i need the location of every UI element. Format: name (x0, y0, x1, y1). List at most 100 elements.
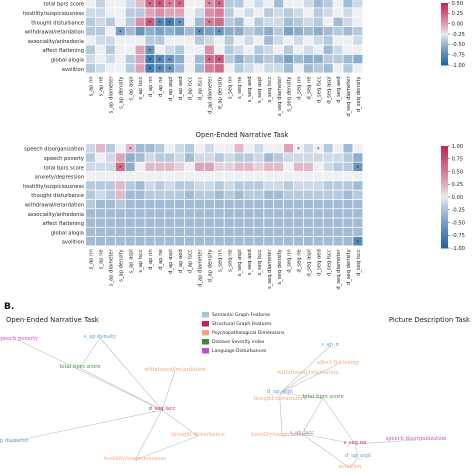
heatmap-cell (254, 8, 264, 17)
heatmap-cell (145, 218, 155, 227)
heatmap-cell (95, 190, 105, 199)
heatmap-cell (175, 209, 185, 218)
colorbar-segment (441, 195, 448, 198)
heatmap-cell (125, 218, 135, 227)
heatmap-cell (194, 26, 204, 36)
network-edge (279, 392, 324, 399)
colorbar-segment (441, 32, 448, 35)
network-edge (349, 456, 359, 469)
heatmap-cell (185, 181, 195, 190)
heatmap-cell (264, 36, 274, 45)
colorbar-tick-label: 0.00 (452, 21, 464, 27)
heatmap-cell (274, 8, 284, 17)
heatmap-cell (284, 190, 294, 199)
heatmap-cell (105, 218, 115, 227)
colorbar-segment (441, 49, 448, 52)
network-node-label: avolition (339, 464, 362, 470)
heatmap-cell (333, 218, 343, 227)
heatmap-cell (204, 0, 214, 8)
heatmap-cell (125, 209, 135, 218)
colorbar-segment (441, 188, 448, 191)
heatmap-cell (86, 190, 96, 199)
column-label: d_ap lscc (198, 76, 204, 100)
heatmap-cell (293, 54, 303, 64)
colorbar-segment (441, 38, 448, 40)
heatmap-cell (293, 0, 303, 8)
heatmap-cell (284, 171, 294, 181)
heatmap-cell (165, 8, 175, 17)
colorbar-segment (441, 163, 448, 166)
heatmap-cell (293, 26, 303, 36)
heatmap-cell (95, 218, 105, 227)
heatmap-2-title: Open-Ended Narrative Task (196, 131, 289, 139)
heatmap-cell (274, 153, 284, 162)
heatmap-cell (185, 153, 195, 162)
heatmap-cell (145, 64, 155, 73)
heatmap-cell (214, 199, 224, 209)
network-node-label: affect flattening (317, 360, 360, 366)
heatmap-cell (284, 0, 294, 8)
network-node-label: d_ap_aspl (345, 453, 371, 459)
colorbar-segment (441, 217, 448, 220)
network-node-label: s_seq nn (344, 440, 367, 446)
legend-label: Disease Severity index (212, 339, 265, 345)
heatmap-cell (155, 237, 165, 246)
column-label: d_seq ne (297, 249, 303, 272)
heatmap-cell (343, 218, 353, 227)
heatmap-cell (155, 36, 165, 45)
heatmap-cell (274, 64, 284, 73)
heatmap-cell (353, 26, 363, 36)
significance-star: * (317, 147, 320, 153)
heatmap-cell (313, 227, 323, 237)
colorbar-segment (441, 57, 448, 60)
row-label: withdrawal/retardation (25, 30, 84, 36)
heatmap-cell (185, 199, 195, 209)
colorbar-segment (441, 183, 448, 186)
heatmap-cell (86, 181, 96, 190)
heatmap-cell (135, 218, 145, 227)
heatmap-cell (115, 8, 125, 17)
significance-star: * (129, 147, 132, 153)
heatmap-cell (145, 45, 155, 54)
heatmap-cell (86, 8, 96, 17)
heatmap-cell (313, 45, 323, 54)
heatmap-cell (155, 171, 165, 181)
network-node-label: thought disturbance (253, 396, 307, 402)
network-edge (281, 433, 303, 437)
column-label: s_seq nn (217, 249, 223, 272)
heatmap-cell (224, 181, 234, 190)
colorbar-segment (441, 232, 448, 235)
colorbar-segment (441, 23, 448, 26)
row-label: speech disorganization (24, 147, 84, 153)
network-node-label: total bprs score (59, 364, 100, 370)
heatmap-cell (264, 54, 274, 64)
heatmap-cell (323, 8, 333, 17)
significance-star: * (159, 2, 162, 8)
column-label: s_ap aspl (128, 249, 134, 273)
network-node-label: withdrawal/retardation (277, 370, 339, 376)
heatmap-cell (353, 199, 363, 209)
colorbar-segment (441, 207, 448, 210)
heatmap-cell (214, 64, 224, 73)
colorbar-segment (441, 26, 448, 29)
heatmap-cell (244, 218, 254, 227)
column-label: s_ap aspl (128, 76, 134, 100)
heatmap-cell (224, 199, 234, 209)
network-node-label: hostility/suspiciousness (104, 456, 166, 462)
heatmap-cell (125, 36, 135, 45)
heatmap-cell (86, 26, 96, 36)
heatmap-cell (145, 199, 155, 209)
colorbar-segment (441, 40, 448, 42)
column-label: s_seq nn (227, 76, 233, 99)
heatmap-cell (204, 218, 214, 227)
heatmap-cell (135, 162, 145, 172)
heatmap-cell (105, 227, 115, 237)
row-label: thought disturbance (31, 20, 84, 26)
row-label: withdrawal/retardation (25, 202, 84, 208)
network-node-label: d_seq lscc (149, 406, 176, 412)
heatmap-cell (244, 36, 254, 45)
row-label: thought disturbance (31, 193, 84, 199)
heatmap-cell (86, 227, 96, 237)
column-label: d_ap aspl (168, 76, 174, 101)
colorbar-segment (441, 48, 448, 50)
